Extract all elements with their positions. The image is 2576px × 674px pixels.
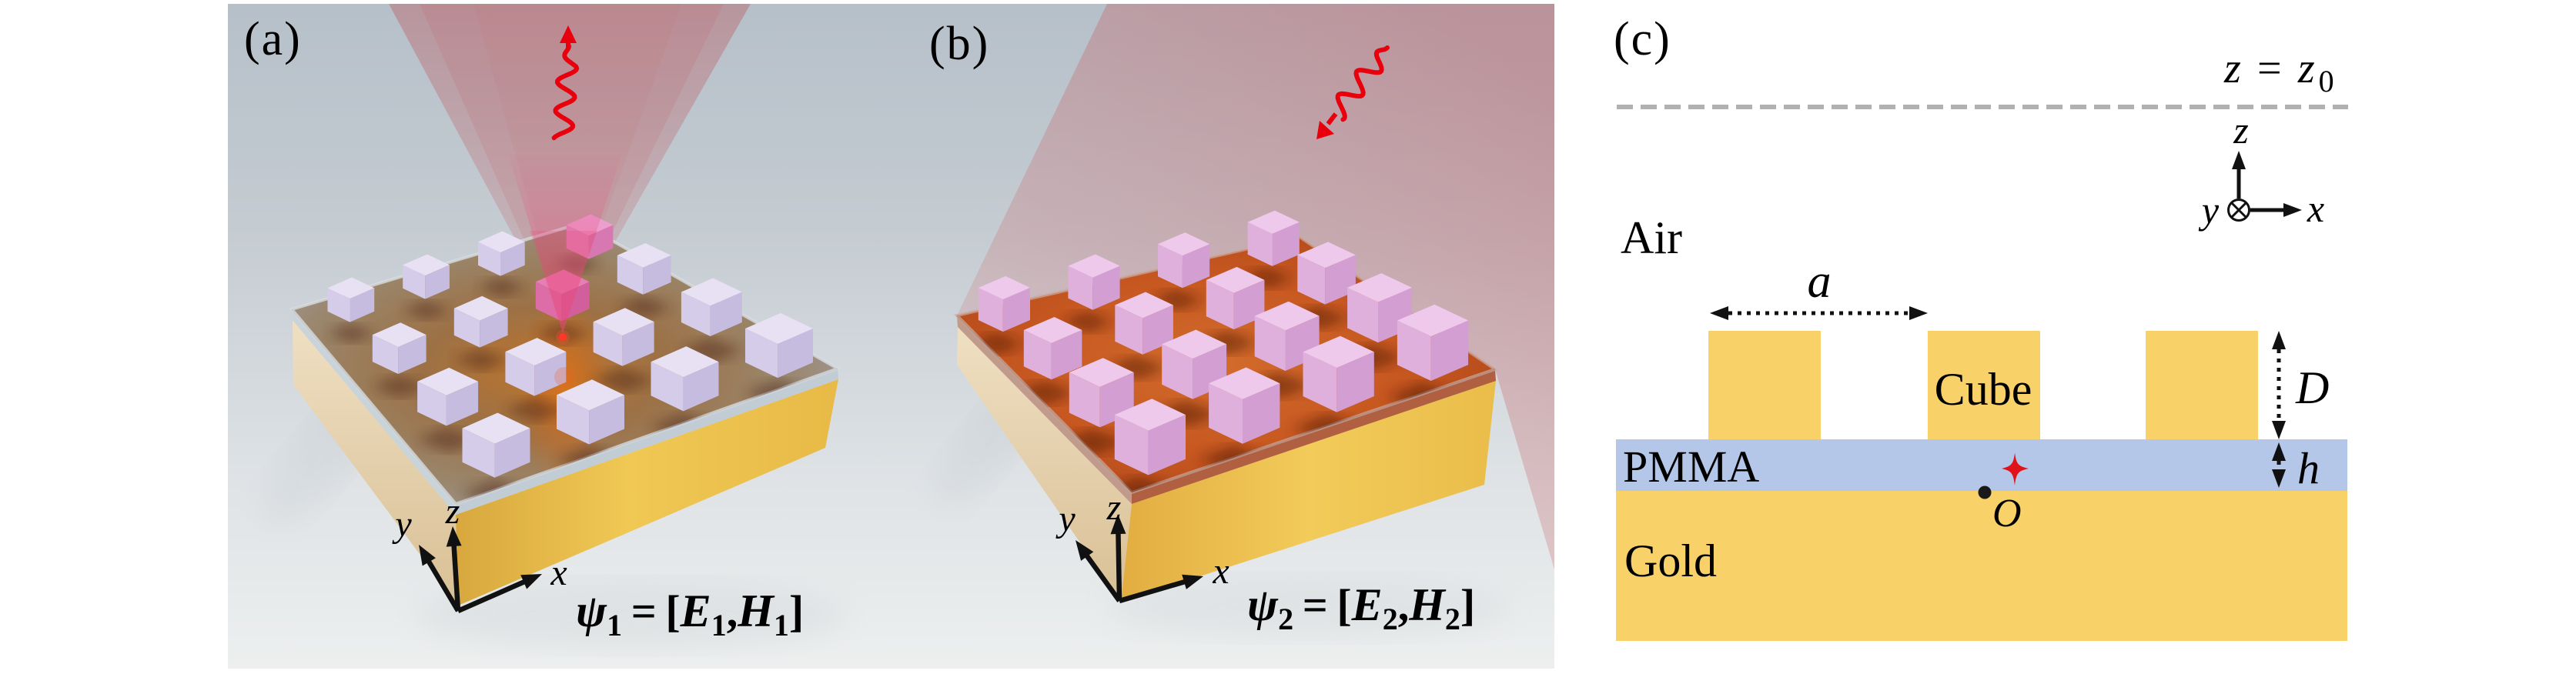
svg-text:Gold: Gold [1624,536,1717,586]
svg-text:Air: Air [1621,212,1682,263]
svg-text:(b): (b) [929,18,989,70]
svg-text:z: z [445,491,460,532]
svg-text:y: y [1055,499,1076,539]
svg-text:a: a [1808,255,1832,308]
svg-text:x: x [550,552,567,593]
svg-text:x: x [2307,187,2324,230]
svg-text:y: y [391,504,412,545]
svg-text:z: z [2233,108,2248,152]
svg-text:y: y [2198,189,2220,232]
svg-text:PMMA: PMMA [1623,442,1759,492]
svg-text:ψ1 = [E1,H1]: ψ1 = [E1,H1] [576,586,804,642]
svg-text:z: z [1106,487,1122,528]
svg-text:(a): (a) [244,13,302,65]
svg-text:(c): (c) [1614,13,1671,65]
svg-text:Cube: Cube [1935,364,2032,415]
svg-text:O: O [1992,492,2022,536]
svg-text:D: D [2295,362,2329,413]
svg-text:h: h [2297,443,2320,493]
svg-text:z = z0: z = z0 [2223,45,2338,98]
svg-text:ψ2 = [E2,H2]: ψ2 = [E2,H2] [1247,579,1475,636]
svg-text:x: x [1212,551,1229,592]
